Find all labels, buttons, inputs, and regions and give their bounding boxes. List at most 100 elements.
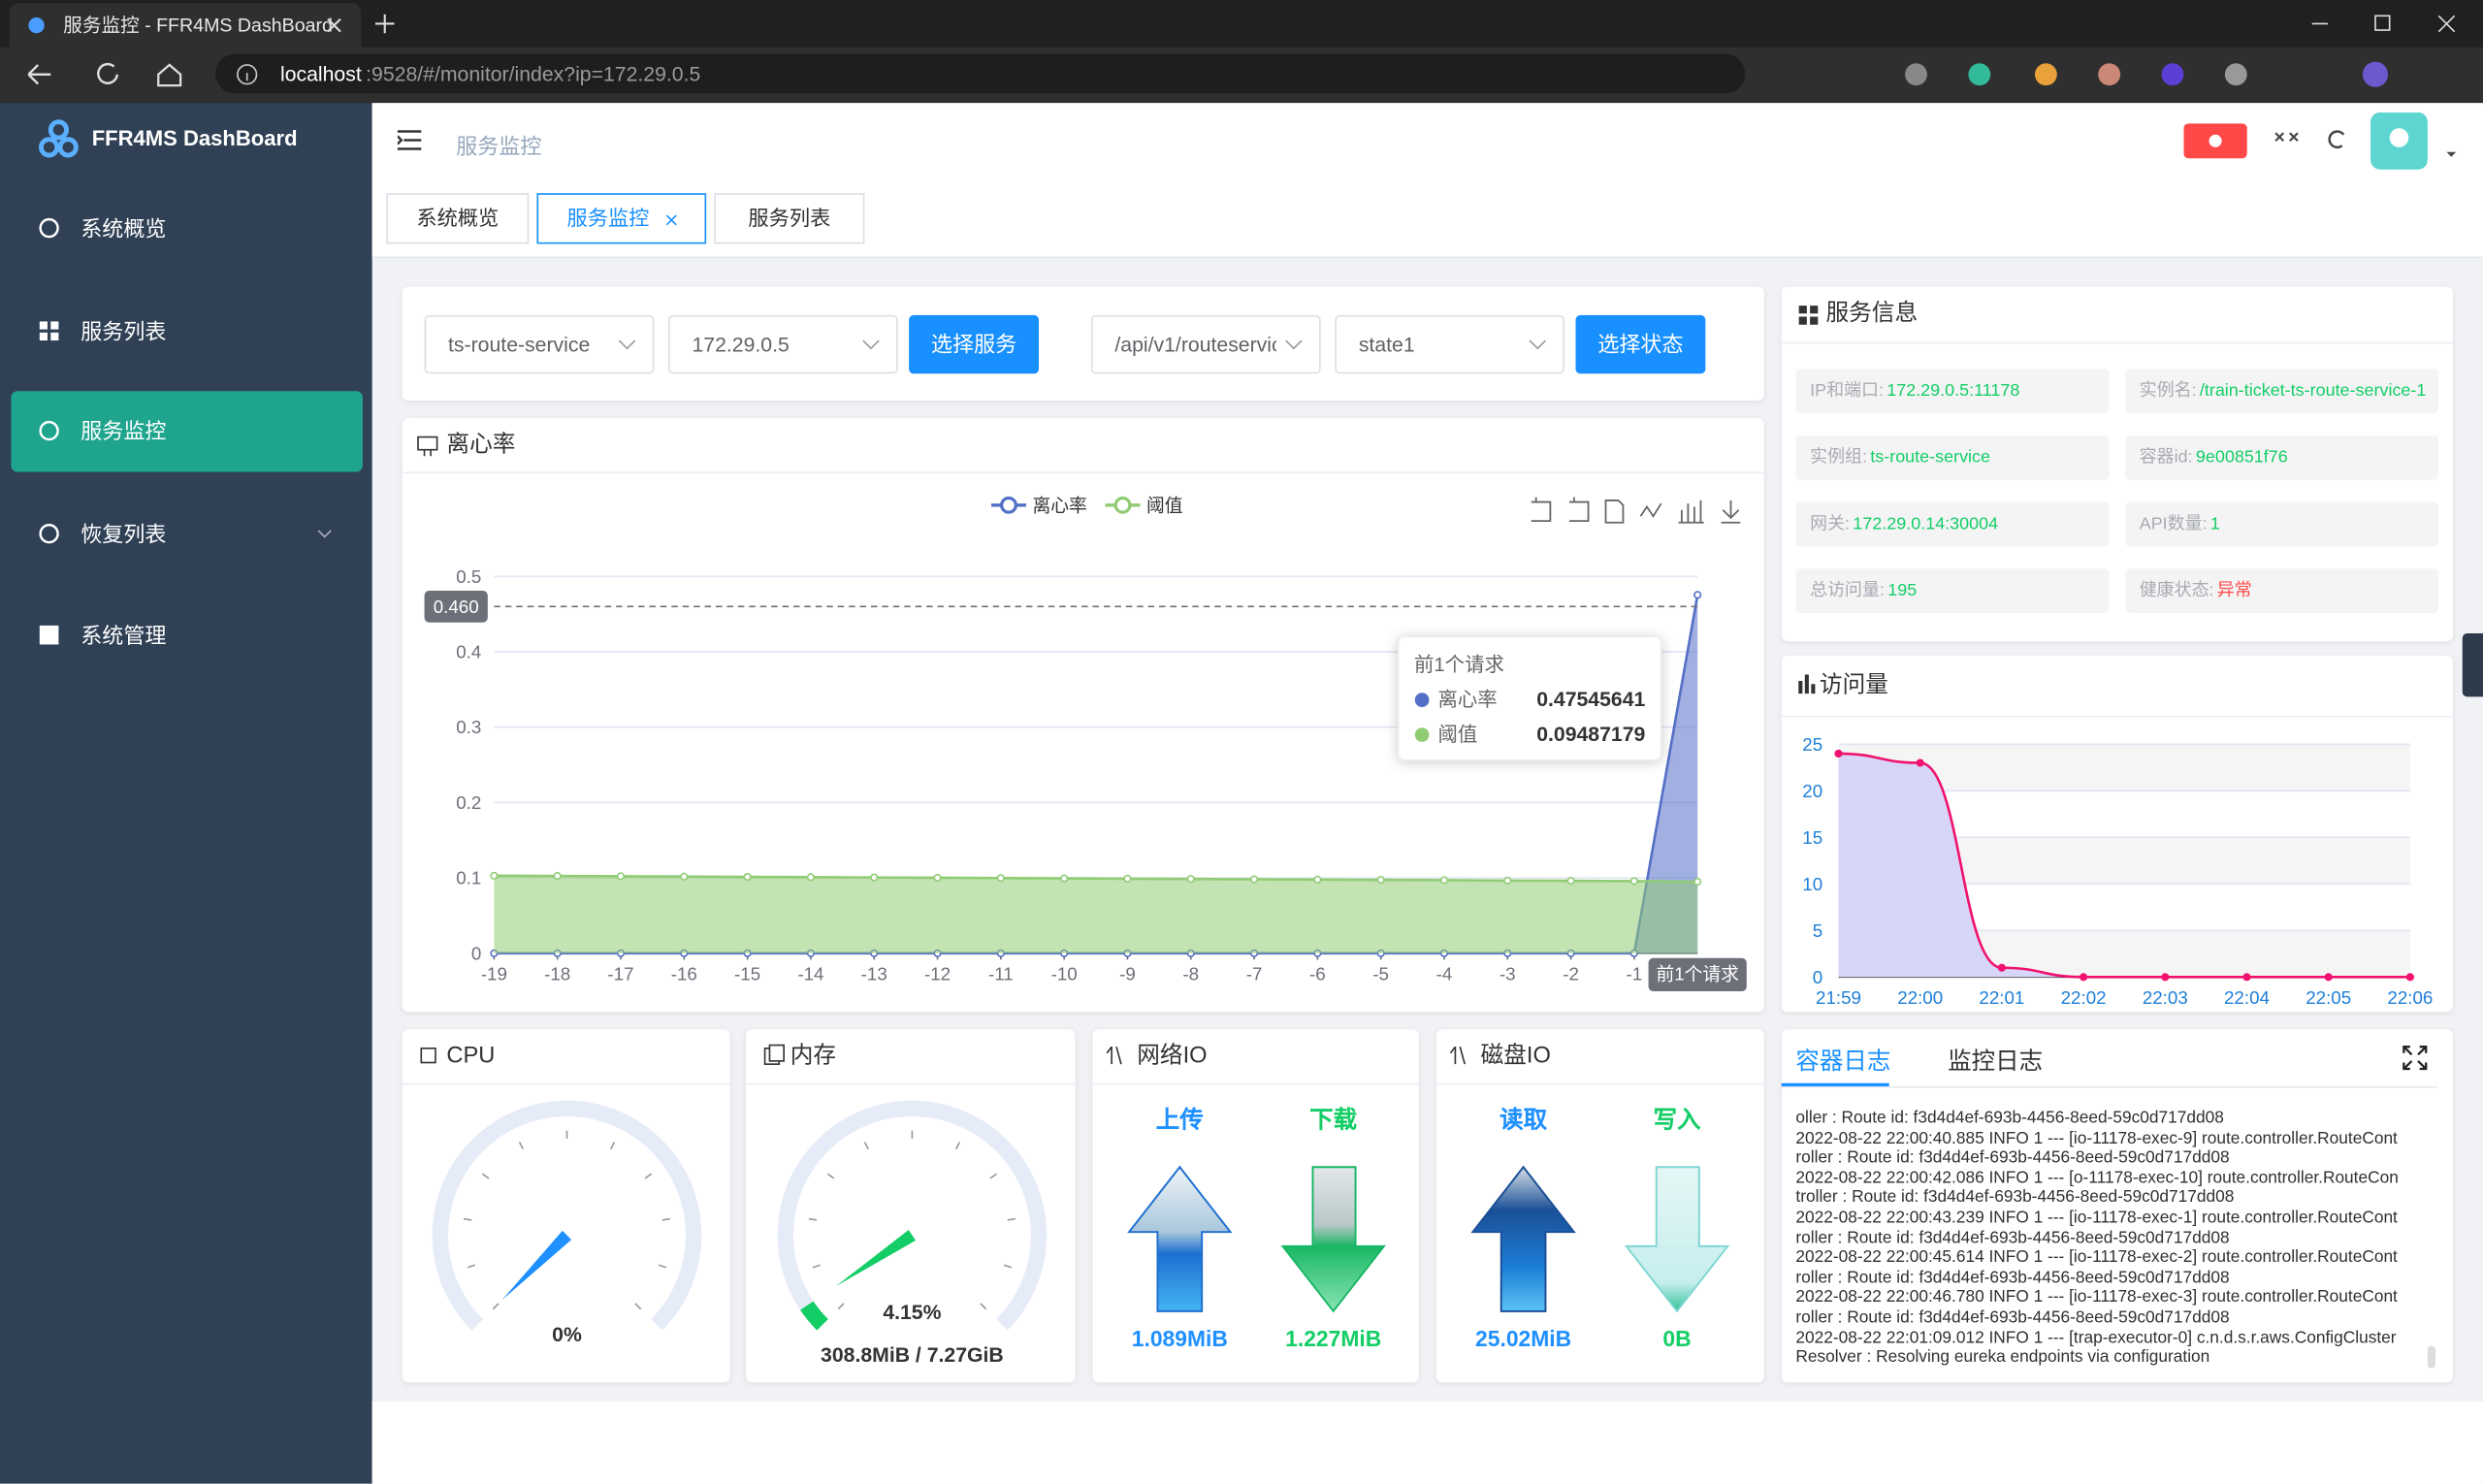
menu-label: 系统管理 — [81, 624, 167, 648]
x-tick-label: -13 — [861, 964, 887, 984]
gauge-track — [777, 1100, 1048, 1331]
gauge-tick — [463, 1217, 472, 1221]
sidebar: FFR4MS DashBoard 系统概览 服务列表 服务监控 恢复列表 系统管理 — [0, 103, 372, 1484]
gauge-tick — [658, 1264, 667, 1269]
legend-item[interactable]: 阈值 — [1105, 495, 1183, 515]
x-tick-label: -7 — [1246, 964, 1263, 984]
data-point — [1693, 591, 1702, 599]
field-label: 实例组: — [1810, 448, 1867, 468]
x-tick-label: -2 — [1563, 964, 1579, 984]
io-arrows — [1127, 1165, 1730, 1313]
tab-close[interactable] — [665, 213, 678, 226]
y-tick-label: 0 — [471, 943, 481, 963]
log-tab[interactable]: 容器日志 — [1795, 1048, 1891, 1076]
gauge-tick — [1003, 1264, 1013, 1269]
browser-tab[interactable]: 服务监控 - FFR4MS DashBoard — [9, 3, 362, 48]
log-line: 2022-08-22 22:00:46.780 INFO 1 --- [io-1… — [1795, 1287, 2398, 1307]
gauge-detail: 308.8MiB / 7.27GiB — [821, 1344, 1004, 1367]
gauge-tick — [954, 1142, 961, 1150]
card-title: CPU — [446, 1043, 496, 1070]
info-field: IP和端口: 172.29.0.5:11178 — [1795, 369, 2110, 414]
x-tick-label: -9 — [1119, 964, 1136, 984]
menu-icon — [39, 420, 59, 441]
log-tab[interactable]: 监控日志 — [1948, 1048, 2044, 1076]
new-tab[interactable] — [373, 13, 396, 35]
y-tick-label: 20 — [1802, 781, 1822, 801]
legend-symbol — [1113, 496, 1132, 514]
info-icon — [237, 64, 258, 85]
data-point — [1629, 877, 1638, 886]
gauge-value: 4.15% — [883, 1302, 941, 1324]
info-field: 实例组: ts-route-service — [1795, 435, 2110, 480]
field-label: 健康状态: — [2139, 581, 2214, 600]
menu-item[interactable]: 系统概览 — [11, 188, 362, 269]
select-text: ts-route-service — [448, 332, 591, 357]
data-point — [996, 874, 1005, 883]
gauge-value: 0% — [552, 1324, 582, 1346]
hamburger[interactable] — [397, 130, 423, 152]
y-tick-label: 0.3 — [456, 717, 481, 737]
nav-buttons[interactable] — [22, 60, 197, 88]
data-point — [2080, 973, 2088, 982]
side-handle[interactable] — [2462, 633, 2483, 697]
tab-close[interactable] — [326, 17, 341, 33]
data-point — [1503, 876, 1512, 885]
network-card: 网络IO — [1092, 1029, 1419, 1383]
menu-item[interactable]: 恢复列表 — [11, 494, 362, 574]
menu-label: 服务列表 — [81, 319, 167, 344]
button-label: 选择状态 — [1597, 332, 1684, 357]
field-label: 实例名: — [2139, 381, 2197, 402]
card-header: 离心率 — [402, 418, 1764, 474]
service-select[interactable]: ts-route-service — [424, 314, 655, 374]
menu-item[interactable]: 服务监控 — [11, 391, 363, 472]
state-select[interactable]: state1 — [1335, 314, 1565, 374]
x-tick-label: 22:01 — [1979, 987, 2024, 1008]
select-state-button[interactable]: 选择状态 — [1575, 314, 1706, 374]
field-value: ts-route-service — [1870, 448, 1991, 468]
axis-pointer-box — [424, 591, 488, 623]
url-box[interactable]: localhost :9528/#/monitor/index?ip=172.2… — [215, 53, 1746, 94]
page-tab[interactable]: 服务监控 — [536, 193, 707, 244]
data-point — [933, 873, 942, 883]
window-controls[interactable] — [2296, 13, 2470, 35]
io-icon — [1449, 1046, 1466, 1065]
header-tools[interactable] — [2183, 112, 2468, 176]
x-tick-label: -16 — [671, 964, 697, 984]
info-field: 总访问量: 195 — [1795, 568, 2110, 613]
x-pointer-label: 前1个请求 — [1656, 964, 1739, 984]
io-value: 1.227MiB — [1285, 1325, 1382, 1351]
data-point — [1916, 758, 1924, 767]
y-tick-label: 0.5 — [456, 566, 481, 587]
cpu-card: CPU — [402, 1029, 730, 1383]
select-arrow — [618, 339, 636, 350]
select-service-button[interactable]: 选择服务 — [909, 314, 1040, 374]
data-point — [1186, 875, 1195, 884]
card-header: 服务信息 — [1781, 287, 2453, 344]
tag-bar: 系统概览 服务监控 服务列表 — [371, 177, 2483, 259]
menu-item[interactable]: 系统管理 — [11, 596, 362, 676]
x-tick-label: -19 — [481, 964, 507, 984]
chart-icon — [417, 436, 438, 457]
legend-symbol — [1000, 496, 1017, 514]
menu-item[interactable]: 服务列表 — [11, 291, 362, 371]
io-label: 读取 — [1499, 1107, 1548, 1134]
toolbox[interactable] — [1531, 497, 1741, 524]
filter-card: ts-route-service 172.29.0.5 选择服务 /api/v1… — [402, 286, 1764, 402]
page-tab[interactable]: 服务列表 — [714, 193, 865, 244]
ip-select[interactable]: 172.29.0.5 — [667, 314, 898, 374]
grid-icon — [1798, 306, 1819, 325]
page-tab[interactable]: 系统概览 — [386, 193, 530, 244]
expand-icon[interactable] — [2402, 1046, 2428, 1071]
card-header: 内存 — [745, 1029, 1076, 1085]
io-label: 写入 — [1653, 1107, 1701, 1134]
log-line: 2022-08-22 22:00:45.614 INFO 1 --- [io-1… — [1795, 1247, 2398, 1268]
gauge-tick — [989, 1173, 998, 1179]
series-line — [494, 874, 1698, 884]
scrollbar[interactable] — [2427, 1345, 2436, 1369]
info-field: 实例名:/train-ticket-ts-route-service-1 — [2125, 369, 2439, 414]
menu-label: 服务监控 — [81, 419, 167, 444]
api-select[interactable]: /api/v1/routeservic — [1090, 314, 1321, 374]
legend-item[interactable]: 离心率 — [991, 495, 1087, 515]
card-title: 磁盘IO — [1480, 1043, 1551, 1070]
extension-icons[interactable] — [1774, 60, 2470, 88]
